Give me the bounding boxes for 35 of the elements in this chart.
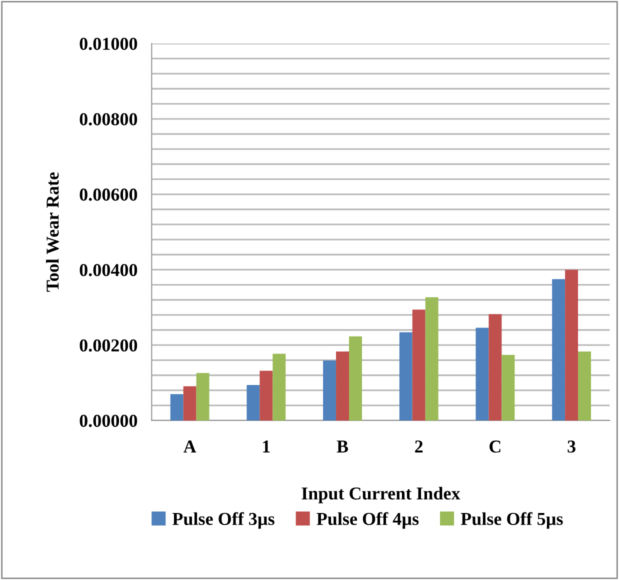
x-tick-label: C	[490, 440, 500, 453]
y-tick-label: 0.00400	[80, 264, 138, 276]
bar	[552, 279, 566, 420]
bar	[336, 352, 350, 420]
bar	[246, 385, 260, 420]
x-tick-label: 2	[415, 440, 423, 452]
x-tick-label: B	[336, 440, 348, 453]
bar	[196, 373, 210, 420]
bar	[412, 310, 426, 420]
legend-label: Pulse Off 5µs	[460, 512, 563, 529]
bar	[349, 336, 362, 420]
bar	[170, 394, 184, 420]
bar	[578, 352, 592, 420]
bar	[565, 270, 578, 420]
bar	[272, 354, 286, 420]
bar	[183, 386, 196, 420]
legend-label: Pulse Off 4µs	[316, 512, 419, 529]
bar	[425, 297, 438, 420]
y-tick-label: 0.00800	[80, 113, 138, 126]
bar	[476, 328, 489, 420]
x-tick-label: 1	[263, 440, 270, 452]
y-tick-label: 0.00200	[80, 339, 138, 352]
bar	[488, 314, 502, 420]
x-axis-title: Input Current Index	[302, 486, 460, 504]
y-tick-label: 0.00000	[80, 414, 138, 428]
bar	[399, 332, 412, 420]
x-tick-label: A	[183, 440, 196, 452]
y-tick-label: 0.01000	[80, 38, 138, 50]
bar	[502, 354, 515, 420]
y-tick-label: 0.00600	[80, 188, 138, 201]
bar	[260, 370, 273, 420]
y-axis-title: Tool Wear Rate	[46, 172, 59, 292]
x-tick-label: 3	[568, 440, 576, 453]
bar	[323, 360, 336, 420]
legend-label: Pulse Off 3µs	[172, 512, 274, 529]
